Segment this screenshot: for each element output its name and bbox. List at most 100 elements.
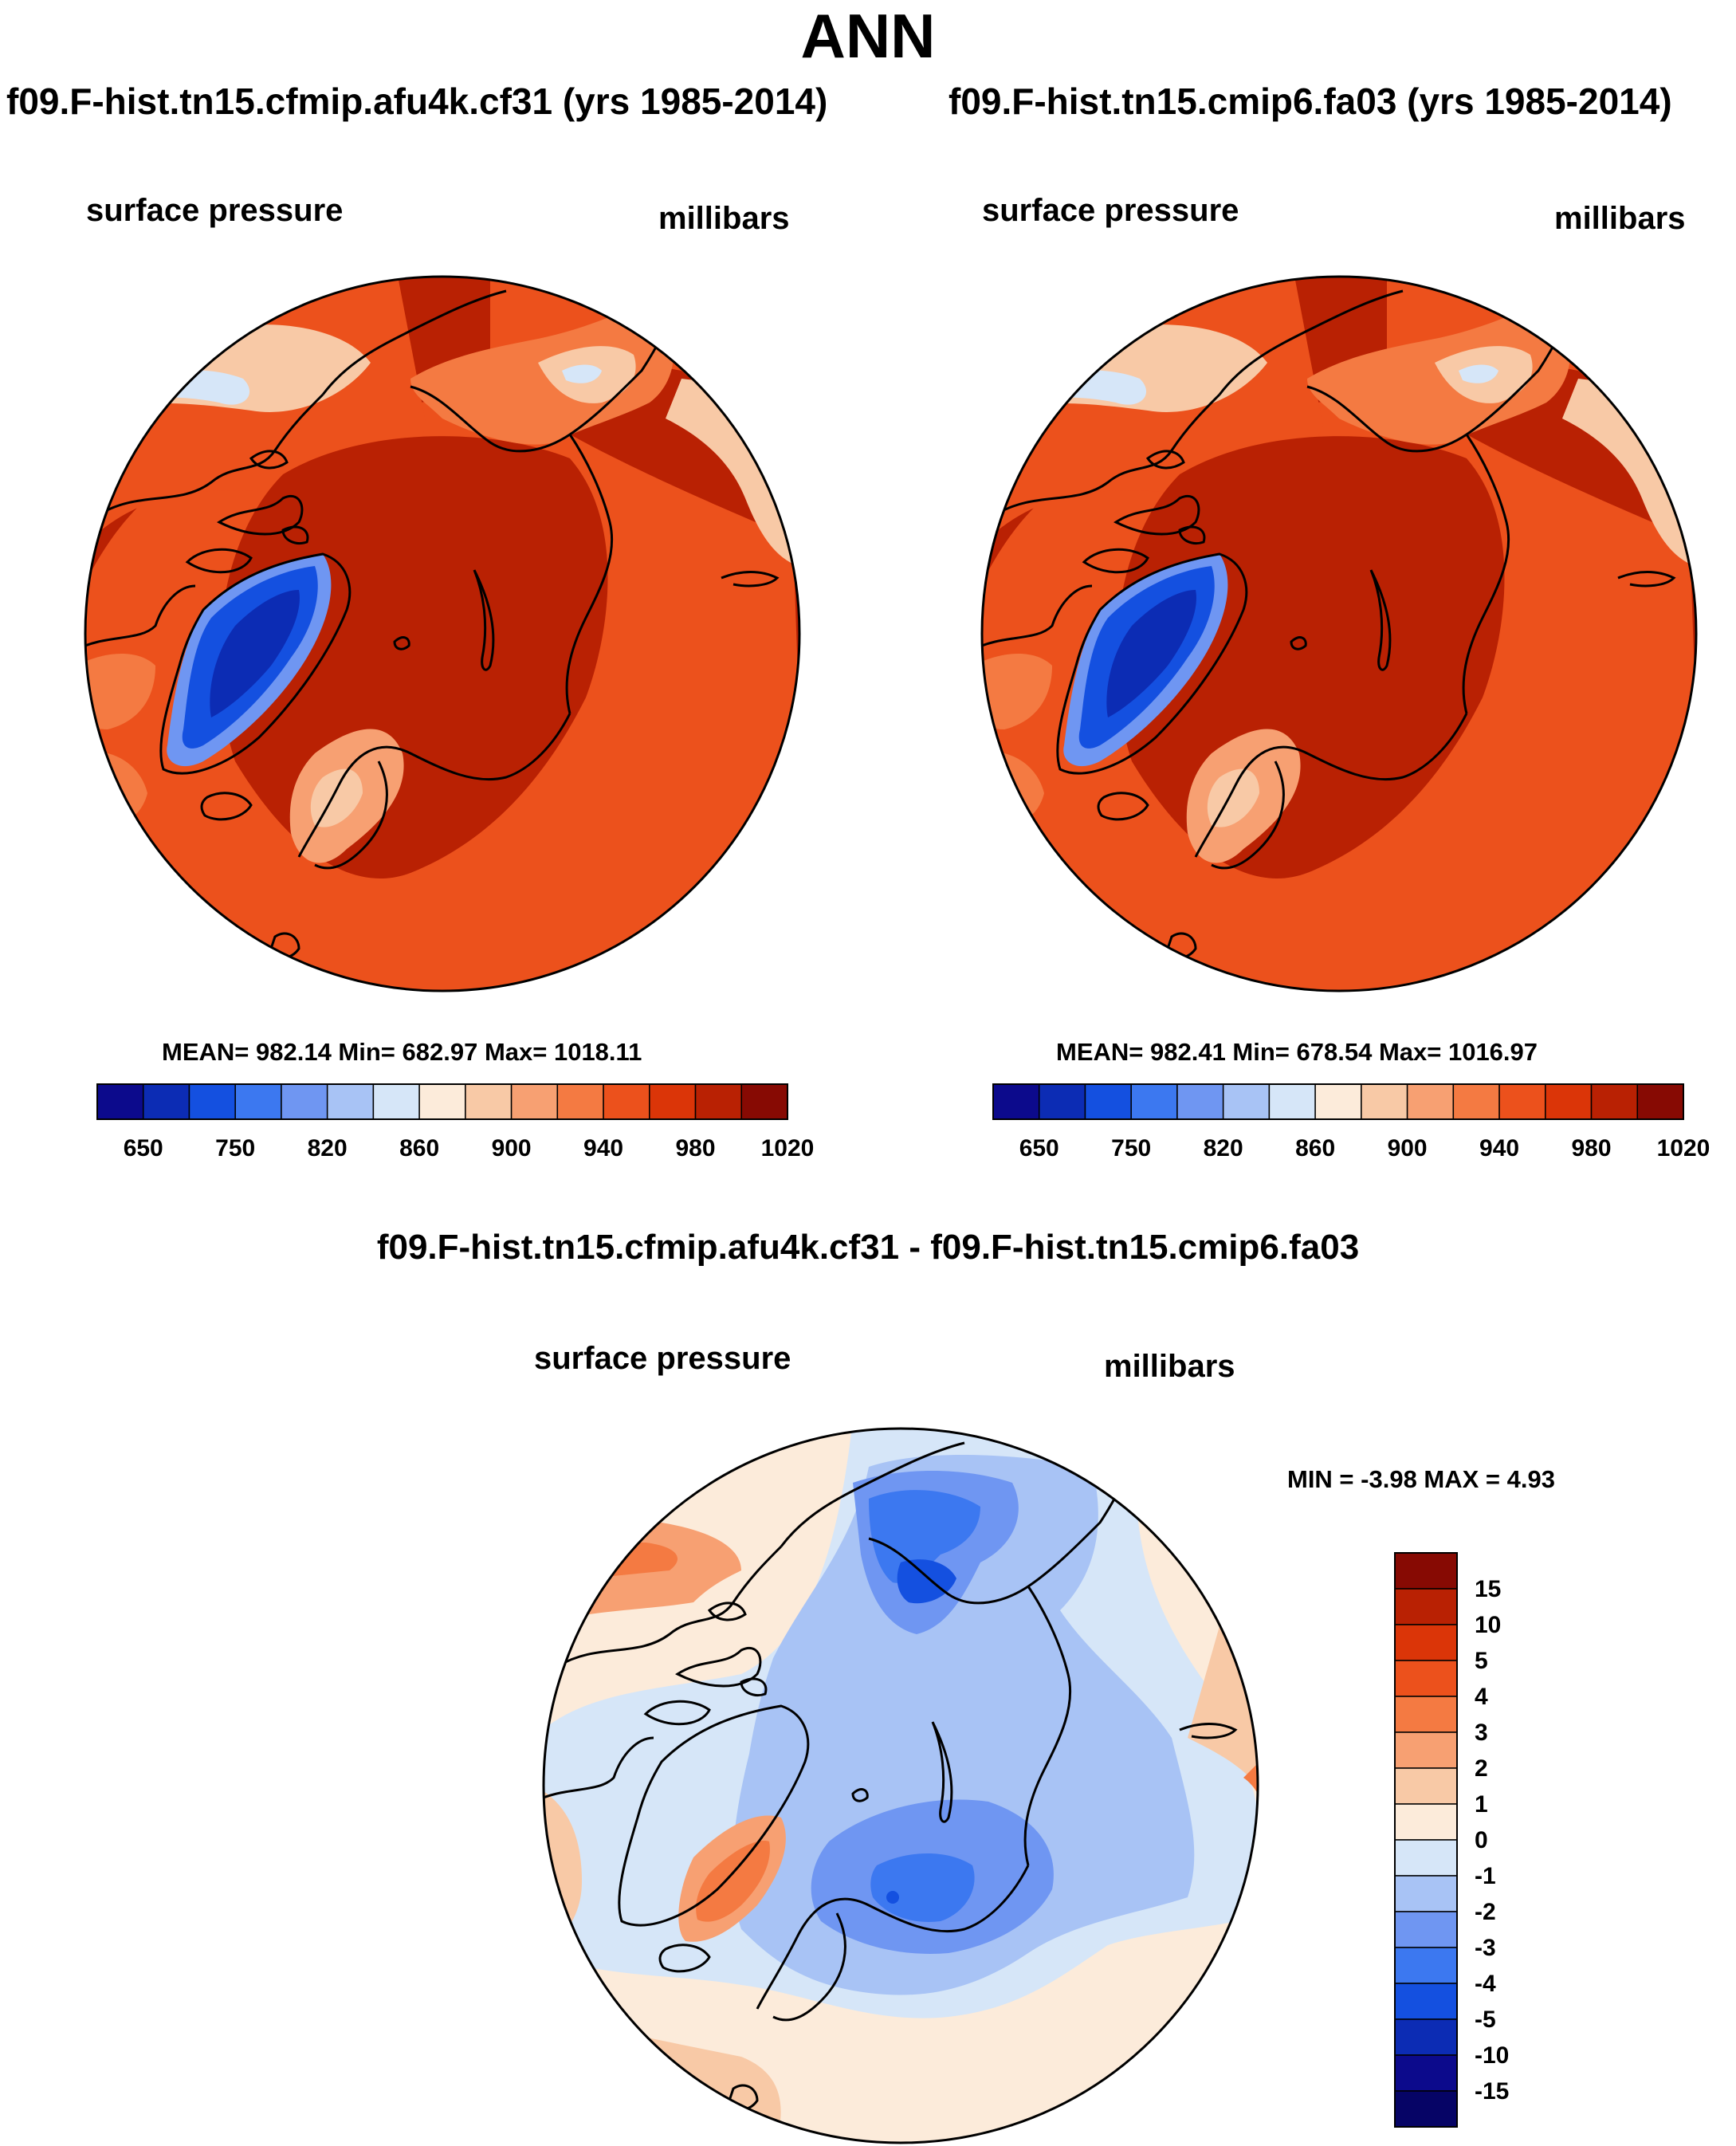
- right-panel-colorbar-box: [1361, 1083, 1408, 1120]
- right-panel-colorbar-box: [1176, 1083, 1224, 1120]
- difference-colorbar-box: [1394, 1624, 1458, 1661]
- difference-colorbar-tick-label: 2: [1475, 1755, 1488, 1782]
- right-panel-colorbar-tick-label: 940: [1479, 1135, 1519, 1161]
- difference-colorbar-tick-label: 1: [1475, 1791, 1488, 1818]
- difference-colorbar-box: [1394, 1839, 1458, 1877]
- right-panel-colorbar-tick-label: 860: [1295, 1135, 1335, 1161]
- left-panel-colorbar-box: [188, 1083, 236, 1120]
- left-panel-variable-label: surface pressure: [86, 193, 344, 228]
- left-panel-colorbar-tick-label: 980: [676, 1135, 716, 1161]
- left-panel-colorbar-frame: [96, 1083, 788, 1120]
- left-panel-colorbar-tick-label: 900: [492, 1135, 532, 1161]
- left-panel-colorbar-box: [694, 1083, 743, 1120]
- left-panel-colorbar-box: [234, 1083, 282, 1120]
- right-panel-colorbar-tick-label: 750: [1111, 1135, 1151, 1161]
- right-panel-colorbar-box: [1590, 1083, 1639, 1120]
- right-panel-colorbar-tick-label: 820: [1204, 1135, 1243, 1161]
- difference-colorbar-box: [1394, 1552, 1458, 1590]
- difference-colorbar-tick-label: -5: [1475, 2006, 1496, 2033]
- difference-colorbar-box: [1394, 1731, 1458, 1769]
- right-panel-colorbar-box: [1222, 1083, 1271, 1120]
- difference-colorbar-tick-label: -4: [1475, 1971, 1496, 1997]
- left-panel-colorbar-box: [740, 1083, 788, 1120]
- left-panel-colorbar-tick-label: 1020: [761, 1135, 815, 1161]
- difference-title: f09.F-hist.tn15.cfmip.afu4k.cf31 - f09.F…: [376, 1228, 1360, 1267]
- right-panel-colorbar-tick-label: 650: [1019, 1135, 1059, 1161]
- right-panel-variable-label: surface pressure: [982, 193, 1239, 228]
- difference-colorbar-box: [1394, 1875, 1458, 1912]
- right-panel-colorbar-box: [1406, 1083, 1455, 1120]
- left-panel-colorbar-tick-label: 940: [583, 1135, 623, 1161]
- difference-colorbar-frame: [1394, 1552, 1458, 2128]
- left-panel-units-label: millibars: [658, 201, 790, 236]
- right-panel-colorbar: 650 750 820 860 900 940 980 1020: [992, 1083, 1710, 1161]
- difference-variable-label: surface pressure: [534, 1341, 791, 1376]
- left-panel-colorbar-tick-label: 820: [308, 1135, 348, 1161]
- right-panel-colorbar-box: [1268, 1083, 1316, 1120]
- right-panel-colorbar-frame: [992, 1083, 1684, 1120]
- right-panel-colorbar-box: [1636, 1083, 1684, 1120]
- difference-colorbar-tick-label: 4: [1475, 1684, 1488, 1710]
- left-panel-colorbar: 650 750 820 860 900 940 980 1020: [96, 1083, 815, 1161]
- difference-colorbar-tick-label: 5: [1475, 1648, 1488, 1674]
- left-panel-colorbar-tick-label: 860: [399, 1135, 439, 1161]
- left-panel-colorbar-box: [418, 1083, 466, 1120]
- right-panel-colorbar-box: [1038, 1083, 1086, 1120]
- left-panel-colorbar-box: [372, 1083, 420, 1120]
- difference-colorbar-tick-label: -3: [1475, 1935, 1496, 1961]
- right-panel-case-title: f09.F-hist.tn15.cmip6.fa03 (yrs 1985-201…: [949, 81, 1672, 122]
- right-panel-colorbar-box: [1130, 1083, 1178, 1120]
- right-panel-map: [980, 275, 1698, 992]
- right-panel-colorbar-tick-label: 1020: [1657, 1135, 1710, 1161]
- left-panel-colorbar-box: [603, 1083, 650, 1120]
- difference-colorbar-tick-label: -15: [1475, 2078, 1509, 2105]
- left-panel-colorbar-tick-label: 750: [215, 1135, 255, 1161]
- difference-colorbar-tick-label: -1: [1475, 1863, 1496, 1889]
- left-panel-colorbar-box: [649, 1083, 697, 1120]
- left-panel-stats: MEAN= 982.14 Min= 682.97 Max= 1018.11: [162, 1038, 642, 1066]
- left-panel-colorbar-box: [281, 1083, 328, 1120]
- difference-colorbar-box: [1394, 1767, 1458, 1805]
- difference-colorbar-tick-label: 10: [1475, 1612, 1501, 1638]
- difference-colorbar-tick-label: -2: [1475, 1899, 1496, 1925]
- difference-colorbar-box: [1394, 1660, 1458, 1697]
- difference-colorbar-tick-label: 0: [1475, 1827, 1488, 1853]
- difference-colorbar-box: [1394, 2054, 1458, 2092]
- right-panel-units-label: millibars: [1554, 201, 1686, 236]
- left-panel-colorbar-tick-label: 650: [124, 1135, 163, 1161]
- difference-colorbar-tick-label: 3: [1475, 1720, 1488, 1746]
- left-panel-map: [84, 275, 801, 992]
- left-panel-case-title: f09.F-hist.tn15.cfmip.afu4k.cf31 (yrs 19…: [6, 81, 828, 122]
- left-panel-colorbar-box: [465, 1083, 513, 1120]
- left-panel-colorbar-box: [556, 1083, 604, 1120]
- right-panel-colorbar-box: [992, 1083, 1040, 1120]
- difference-colorbar-box: [1394, 1696, 1458, 1733]
- right-panel-colorbar-tick-label: 980: [1572, 1135, 1612, 1161]
- left-panel-colorbar-box: [326, 1083, 375, 1120]
- right-panel-colorbar-box: [1084, 1083, 1132, 1120]
- difference-colorbar-box: [1394, 1947, 1458, 1984]
- right-panel-colorbar-box: [1314, 1083, 1362, 1120]
- difference-colorbar-box: [1394, 2018, 1458, 2056]
- difference-stats: MIN = -3.98 MAX = 4.93: [1287, 1465, 1555, 1493]
- left-panel-colorbar-box: [510, 1083, 559, 1120]
- figure-title: ANN: [800, 1, 936, 71]
- left-panel-colorbar-box: [96, 1083, 144, 1120]
- right-panel-colorbar-box: [1545, 1083, 1593, 1120]
- right-panel-colorbar-box: [1452, 1083, 1500, 1120]
- difference-colorbar-tick-label: -10: [1475, 2042, 1509, 2069]
- difference-colorbar-box: [1394, 1911, 1458, 1948]
- right-panel-stats: MEAN= 982.41 Min= 678.54 Max= 1016.97: [1056, 1038, 1538, 1066]
- right-panel-colorbar-tick-label: 900: [1388, 1135, 1428, 1161]
- difference-colorbar-tick-label: 15: [1475, 1576, 1501, 1602]
- difference-colorbar-box: [1394, 2090, 1458, 2128]
- left-panel-colorbar-box: [142, 1083, 190, 1120]
- difference-panel-map: [542, 1427, 1259, 2144]
- difference-colorbar-box: [1394, 1983, 1458, 2020]
- difference-units-label: millibars: [1104, 1349, 1235, 1384]
- difference-colorbar-box: [1394, 1803, 1458, 1841]
- difference-colorbar-box: [1394, 1588, 1458, 1625]
- right-panel-colorbar-box: [1498, 1083, 1546, 1120]
